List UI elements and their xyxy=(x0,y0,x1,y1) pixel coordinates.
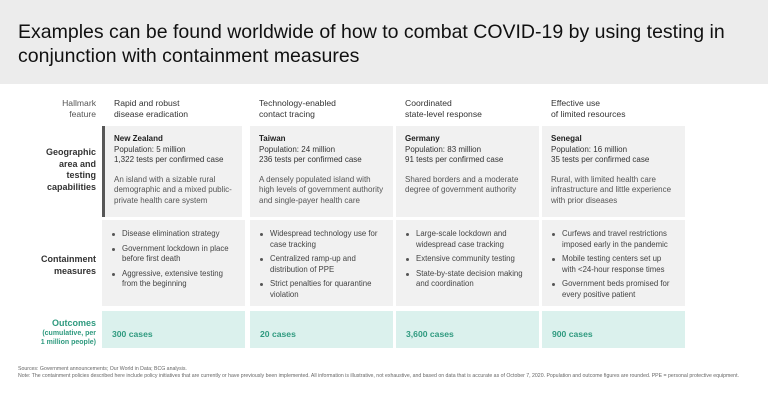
column-header-4: Effective use of limited resources xyxy=(551,98,626,119)
footnote-note: Note: The containment policies described… xyxy=(18,373,739,380)
column-header-3: Coordinated state-level response xyxy=(405,98,482,119)
population: Population: 16 million xyxy=(551,144,628,154)
geo-cell-3: Germany Population: 83 million 91 tests … xyxy=(396,126,539,217)
measure-item: Disease elimination strategy xyxy=(110,229,237,240)
tests-per-case: 236 tests per confirmed case xyxy=(259,155,362,164)
measure-item: Government lockdown in place before firs… xyxy=(110,244,237,265)
geo-cell-2: Taiwan Population: 24 million 236 tests … xyxy=(250,126,393,217)
measure-item: Aggressive, extensive testing from the b… xyxy=(110,269,237,290)
location-name: New Zealand xyxy=(114,134,163,143)
location-name: Germany xyxy=(405,134,440,143)
measure-item: Strict penalties for quarantine violatio… xyxy=(258,279,385,300)
containment-cell-3: Large-scale lockdown and widespread case… xyxy=(396,220,539,306)
containment-cell-4: Curfews and travel restrictions imposed … xyxy=(542,220,685,306)
outcome-value: 3,600 cases xyxy=(406,329,454,339)
location-name: Taiwan xyxy=(259,134,286,143)
population: Population: 83 million xyxy=(405,144,482,154)
footnote: Sources: Government announcements; Our W… xyxy=(18,366,758,380)
description: Shared borders and a moderate degree of … xyxy=(405,174,519,195)
population: Population: 5 million xyxy=(114,144,186,154)
outcome-value: 20 cases xyxy=(260,329,296,339)
row-label-containment: Containment measures xyxy=(41,254,96,276)
measure-item: Large-scale lockdown and widespread case… xyxy=(404,229,531,250)
column-header-2: Technology-enabled contact tracing xyxy=(259,98,336,119)
measure-item: Widespread technology use for case track… xyxy=(258,229,385,250)
outcome-value: 900 cases xyxy=(552,329,593,339)
column-header-1: Rapid and robust disease eradication xyxy=(114,98,189,119)
description: An island with a sizable rural demograph… xyxy=(114,174,232,205)
geo-cell-1: New Zealand Population: 5 million 1,322 … xyxy=(102,126,242,217)
outcome-cell-3: 3,600 cases xyxy=(396,311,539,348)
description: Rural, with limited health care infrastr… xyxy=(551,174,672,205)
tests-per-case: 35 tests per confirmed case xyxy=(551,155,650,164)
tests-per-case: 91 tests per confirmed case xyxy=(405,155,504,164)
geo-cell-4: Senegal Population: 16 million 35 tests … xyxy=(542,126,685,217)
outcome-cell-4: 900 cases xyxy=(542,311,685,348)
containment-cell-1: Disease elimination strategy Government … xyxy=(102,220,245,306)
population: Population: 24 million xyxy=(259,144,336,154)
measure-item: Centralized ramp-up and distribution of … xyxy=(258,254,385,275)
tests-per-case: 1,322 tests per confirmed case xyxy=(114,155,224,164)
measure-item: State-by-state decision making and coord… xyxy=(404,269,531,290)
outcomes-subtitle: (cumulative, per 1 million people) xyxy=(40,330,96,346)
outcome-cell-1: 300 cases xyxy=(102,311,245,348)
measure-item: Mobile testing centers set up with <24-h… xyxy=(550,254,677,275)
outcomes-title: Outcomes xyxy=(51,318,96,328)
measure-item: Extensive community testing xyxy=(404,254,531,265)
outcome-cell-2: 20 cases xyxy=(250,311,393,348)
location-name: Senegal xyxy=(551,134,582,143)
description: A densely populated island with high lev… xyxy=(259,174,384,205)
header-band xyxy=(0,0,768,84)
hallmark-feature-label: Hallmark feature xyxy=(62,98,96,119)
row-label-geographic: Geographic area and testing capabilities xyxy=(45,147,96,192)
containment-cell-2: Widespread technology use for case track… xyxy=(250,220,393,306)
row-label-outcomes: Outcomes (cumulative, per 1 million peop… xyxy=(18,318,96,347)
measure-item: Government beds promised for every posit… xyxy=(550,279,677,300)
footnote-sources: Sources: Government announcements; Our W… xyxy=(18,366,187,372)
page-title: Examples can be found worldwide of how t… xyxy=(18,21,725,67)
measure-item: Curfews and travel restrictions imposed … xyxy=(550,229,677,250)
outcome-value: 300 cases xyxy=(112,329,153,339)
